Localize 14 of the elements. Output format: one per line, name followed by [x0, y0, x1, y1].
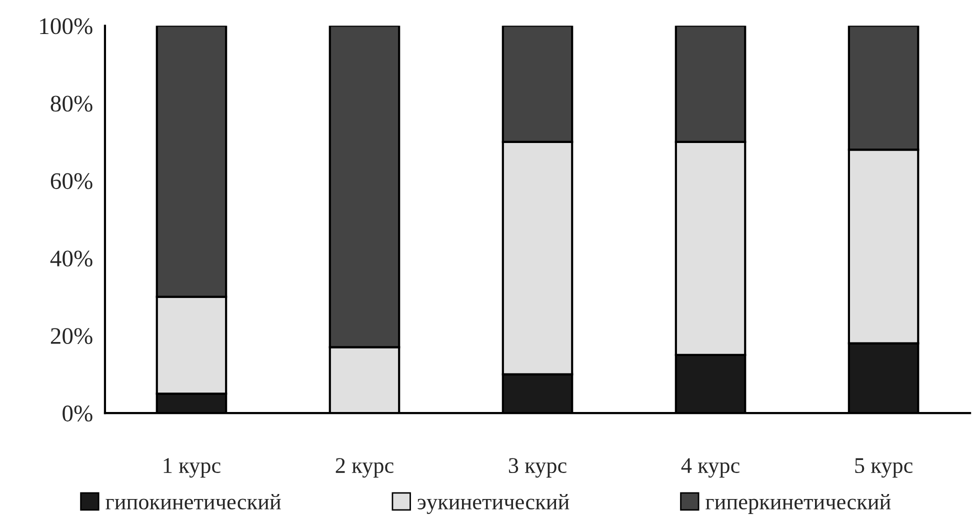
- y-tick-label: 80%: [50, 96, 92, 112]
- y-tick-label: 100%: [40, 18, 92, 34]
- legend-label: эукинетический: [418, 494, 570, 514]
- y-tick-label: 20%: [50, 328, 92, 344]
- legend-label: гиперкинетический: [706, 494, 891, 514]
- x-tick-label: 1 курс: [164, 458, 220, 478]
- y-tick-label: 60%: [50, 173, 92, 190]
- x-tick-label: 3 курс: [508, 458, 566, 478]
- x-tick-label: 4 курс: [681, 458, 740, 478]
- y-tick-label: 0%: [62, 406, 92, 422]
- y-tick-label: 40%: [50, 250, 92, 267]
- x-tick-label: 5 курс: [855, 458, 912, 478]
- legend-label: гипокинетический: [106, 494, 281, 510]
- x-tick-label: 2 курс: [336, 458, 394, 478]
